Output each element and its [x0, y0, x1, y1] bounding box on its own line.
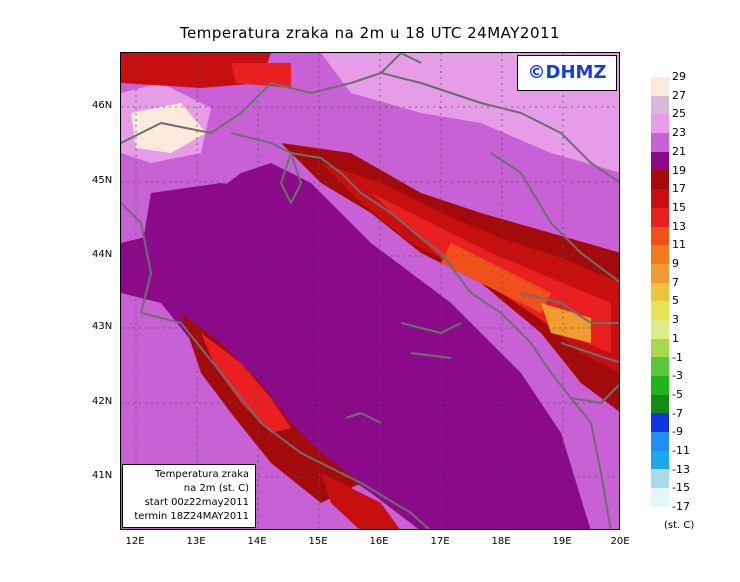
- legend-label: 13: [672, 219, 686, 233]
- legend-swatch: [651, 226, 669, 246]
- legend-swatch: [651, 413, 669, 433]
- legend-swatch: [651, 488, 669, 507]
- lon-label-16e: 16E: [369, 536, 389, 547]
- legend-label: -1: [672, 350, 683, 364]
- legend-swatch: [651, 207, 669, 227]
- lon-label-12e: 12E: [125, 536, 145, 547]
- legend-label: -11: [672, 444, 690, 457]
- legend-swatch: [651, 450, 669, 470]
- legend-label: 21: [672, 144, 686, 158]
- legend-swatch: [651, 245, 669, 264]
- legend-swatch: [651, 151, 669, 171]
- legend-unit: (st. C): [664, 520, 695, 531]
- info-line-2: na 2m (st. C): [183, 483, 249, 494]
- legend-label: -7: [672, 406, 683, 420]
- legend-label: 1: [672, 331, 679, 345]
- legend-swatch: [651, 301, 669, 320]
- legend-swatch: [651, 263, 669, 283]
- legend-label: -5: [672, 387, 683, 401]
- lat-label-45n: 45N: [92, 175, 113, 186]
- legend-swatch: [651, 394, 669, 414]
- lon-label-17e: 17E: [430, 536, 450, 547]
- legend-label: 23: [672, 126, 686, 140]
- color-scale-legend: [651, 77, 669, 507]
- lon-label-18e: 18E: [491, 536, 511, 547]
- lat-label-43n: 43N: [92, 321, 113, 332]
- legend-label: -15: [672, 481, 690, 495]
- lon-label-14e: 14E: [247, 536, 267, 547]
- legend-swatch: [651, 432, 669, 451]
- legend-swatch: [651, 338, 669, 358]
- legend-swatch: [651, 95, 669, 115]
- map-canvas: [121, 53, 619, 529]
- legend-label: -13: [672, 462, 690, 476]
- legend-label: -9: [672, 425, 683, 439]
- lon-label-15e: 15E: [308, 536, 328, 547]
- legend-swatch: [651, 376, 669, 395]
- info-line-4: termin 18Z24MAY2011: [134, 511, 249, 522]
- legend-swatch: [651, 319, 669, 339]
- lat-label-44n: 44N: [92, 249, 113, 260]
- legend-swatch: [651, 77, 669, 96]
- legend-swatch: [651, 170, 669, 190]
- legend-swatch: [651, 114, 669, 134]
- info-line-1: Temperatura zraka: [155, 469, 249, 480]
- lat-label-46n: 46N: [92, 100, 113, 111]
- legend-swatch: [651, 189, 669, 208]
- lon-label-13e: 13E: [186, 536, 206, 547]
- info-line-3: start 00z22may2011: [144, 497, 249, 508]
- legend-label: 19: [672, 163, 686, 177]
- forecast-info-box: Temperatura zraka na 2m (st. C) start 00…: [122, 464, 256, 528]
- legend-swatch: [651, 357, 669, 376]
- legend-label: 15: [672, 200, 686, 214]
- temperature-map: ©DHMZ Temperatura zraka na 2m (st. C) st…: [120, 52, 620, 530]
- legend-swatch: [651, 469, 669, 489]
- legend-label: 9: [672, 257, 679, 270]
- lat-label-42n: 42N: [92, 396, 113, 407]
- lon-label-19e: 19E: [552, 536, 572, 547]
- legend-label: 3: [672, 313, 679, 327]
- legend-label: 27: [672, 88, 686, 102]
- legend-swatch: [651, 133, 669, 152]
- legend-swatch: [651, 282, 669, 302]
- legend-label: 11: [672, 238, 686, 252]
- legend-label: -3: [672, 369, 683, 383]
- legend-label: 29: [672, 70, 686, 83]
- lat-label-41n: 41N: [92, 470, 113, 481]
- dhmz-credit-label: ©DHMZ: [517, 55, 617, 91]
- legend-label: 7: [672, 275, 679, 289]
- map-title: Temperatura zraka na 2m u 18 UTC 24MAY20…: [179, 24, 561, 42]
- lon-label-20e: 20E: [610, 536, 630, 547]
- legend-label: 17: [672, 182, 686, 196]
- legend-label: 5: [672, 294, 679, 308]
- legend-label: -17: [672, 500, 690, 514]
- legend-label: 25: [672, 107, 686, 121]
